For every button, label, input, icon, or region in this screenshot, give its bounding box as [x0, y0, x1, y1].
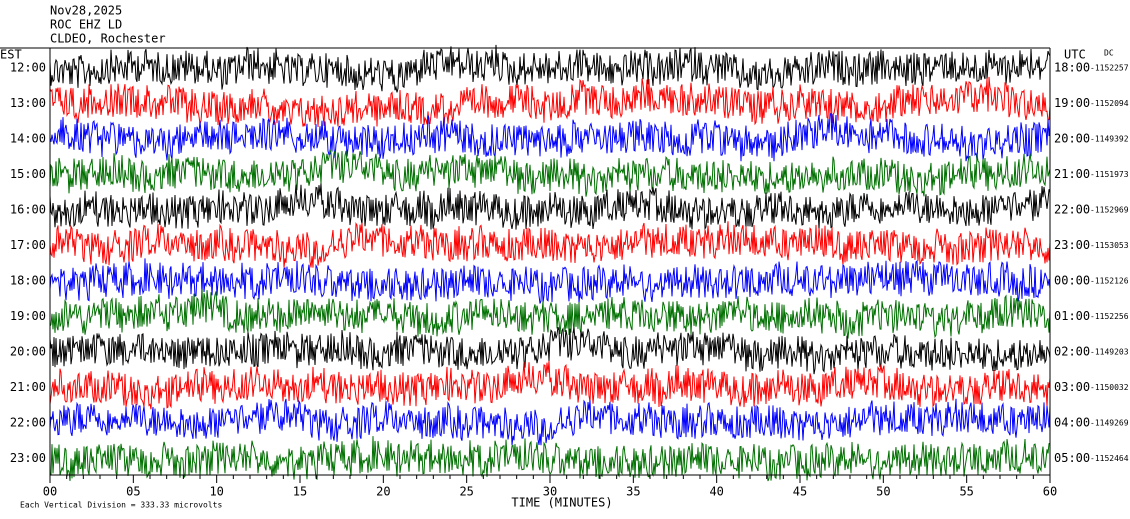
right-time: 22:00 — [1054, 203, 1090, 217]
right-time: 04:00 — [1054, 416, 1090, 430]
trace — [49, 289, 1051, 339]
x-tick-label: 55 — [959, 485, 973, 499]
x-tick-label: 25 — [459, 485, 473, 499]
right-time: 05:00 — [1054, 451, 1090, 465]
right-time: 21:00 — [1054, 167, 1090, 181]
trace — [49, 326, 1051, 375]
left-time: 18:00 — [10, 274, 46, 288]
x-tick-label: 20 — [376, 485, 390, 499]
dc-value: -1152094 — [1090, 99, 1129, 108]
right-time: 23:00 — [1054, 238, 1090, 252]
trace — [49, 183, 1051, 231]
trace — [49, 76, 1051, 128]
trace — [49, 258, 1051, 304]
x-tick-label: 05 — [126, 485, 140, 499]
dc-value: -1150032 — [1090, 383, 1129, 392]
left-time: 23:00 — [10, 451, 46, 465]
trace — [49, 149, 1051, 197]
trace — [49, 221, 1051, 268]
scale-note: Each Vertical Division = 333.33 microvol… — [20, 501, 222, 510]
left-time: 21:00 — [10, 380, 46, 394]
dc-value: -1149269 — [1090, 419, 1129, 428]
x-tick-label: 40 — [709, 485, 723, 499]
dc-value: -1152256 — [1090, 312, 1129, 321]
x-tick-label: 10 — [209, 485, 223, 499]
trace — [49, 398, 1051, 446]
trace — [49, 436, 1051, 482]
right-time: 01:00 — [1054, 309, 1090, 323]
x-tick-label: 00 — [43, 485, 57, 499]
trace — [49, 44, 1051, 93]
left-time: 16:00 — [10, 203, 46, 217]
x-tick-label: 60 — [1043, 485, 1057, 499]
left-time: 20:00 — [10, 345, 46, 359]
left-time: 22:00 — [10, 416, 46, 430]
left-time: 14:00 — [10, 132, 46, 146]
dc-value: -1152126 — [1090, 277, 1129, 286]
right-time: 18:00 — [1054, 61, 1090, 75]
right-time: 19:00 — [1054, 96, 1090, 110]
network: CLDEO, Rochester — [50, 32, 166, 46]
right-zone: UTC — [1064, 48, 1086, 62]
left-time: 13:00 — [10, 96, 46, 110]
station: ROC EHZ LD — [50, 18, 122, 32]
left-time: 17:00 — [10, 238, 46, 252]
header-bg — [48, 4, 168, 46]
dc-value: -1151973 — [1090, 170, 1129, 179]
x-tick-label: 15 — [293, 485, 307, 499]
left-time: 12:00 — [10, 61, 46, 75]
dc-value: -1153053 — [1090, 241, 1129, 250]
traces — [49, 44, 1051, 482]
x-tick-label: 35 — [626, 485, 640, 499]
left-zone: EST — [0, 48, 22, 62]
dc-value: -1152464 — [1090, 454, 1129, 463]
left-time: 15:00 — [10, 167, 46, 181]
dc-value: -1152257 — [1090, 64, 1129, 73]
dc-value: -1149203 — [1090, 348, 1129, 357]
x-tick-label: 50 — [876, 485, 890, 499]
left-time: 19:00 — [10, 309, 46, 323]
right-time: 20:00 — [1054, 132, 1090, 146]
x-axis-title: TIME (MINUTES) — [511, 496, 612, 510]
trace — [49, 360, 1051, 410]
dc-value: -1149392 — [1090, 135, 1129, 144]
dc-label: DC — [1104, 49, 1114, 58]
dc-value: -1152969 — [1090, 206, 1129, 215]
trace — [49, 112, 1051, 162]
date: Nov28,2025 — [50, 4, 122, 18]
x-tick-label: 30 — [543, 485, 557, 499]
right-time: 02:00 — [1054, 345, 1090, 359]
right-time: 03:00 — [1054, 380, 1090, 394]
x-tick-label: 45 — [793, 485, 807, 499]
right-time: 00:00 — [1054, 274, 1090, 288]
